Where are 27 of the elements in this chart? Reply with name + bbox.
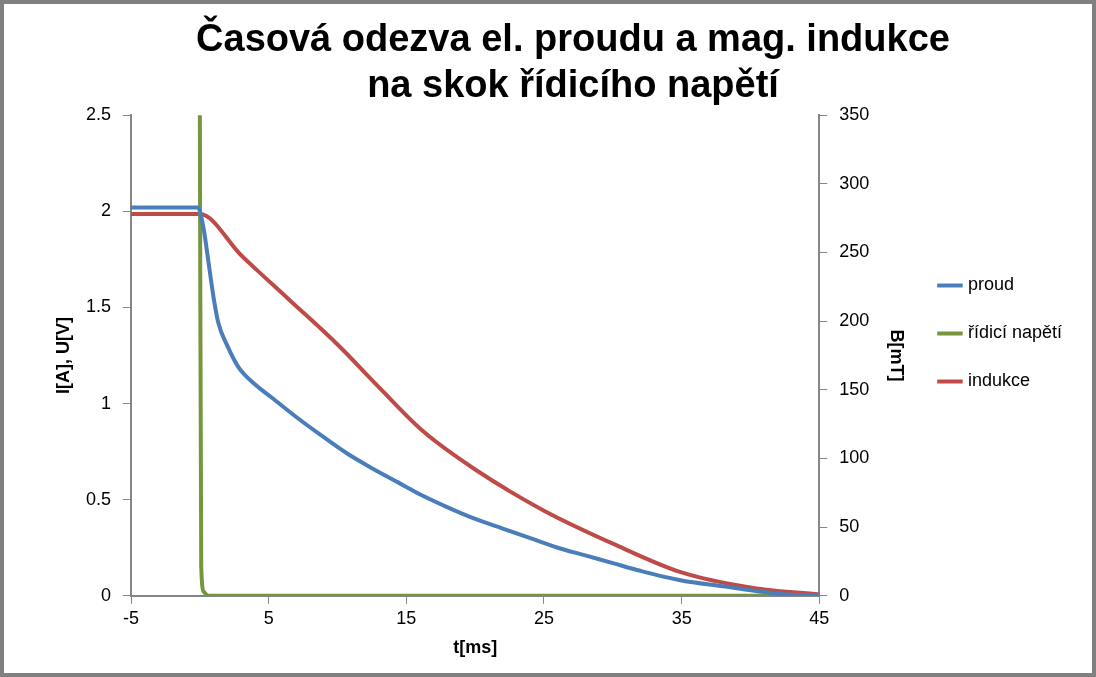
y2-tick-label: 200 bbox=[839, 310, 870, 331]
y2-axis-title: B[mT] bbox=[887, 329, 908, 382]
y2-tick-label: 350 bbox=[839, 104, 870, 125]
y2-tick-label: 0 bbox=[839, 584, 850, 605]
y2-tick-label: 300 bbox=[839, 172, 870, 193]
x-tick-label: 35 bbox=[671, 607, 692, 628]
chart-title: Časová odezva el. proudu a mag. indukce na skok řídicího napětí bbox=[196, 15, 950, 105]
y-tick-label: 2.5 bbox=[85, 104, 112, 125]
x-tick-label: 15 bbox=[396, 607, 417, 628]
y-tick-label: 2 bbox=[101, 200, 112, 221]
y-axis-title: I[A], U[V] bbox=[52, 317, 73, 394]
y-tick-label: 1.5 bbox=[85, 296, 112, 317]
legend-label: indukce bbox=[967, 370, 1030, 391]
y-tick-label: 0.5 bbox=[85, 488, 112, 509]
y-tick-label: 1 bbox=[101, 392, 112, 413]
x-tick-label: 25 bbox=[533, 607, 555, 628]
x-tick-label: 45 bbox=[809, 607, 830, 628]
x-tick-label: 5 bbox=[263, 607, 274, 628]
y2-tick-label: 50 bbox=[839, 516, 860, 537]
y2-tick-label: 100 bbox=[839, 447, 870, 468]
legend-label: řídicí napětí bbox=[967, 322, 1063, 343]
y2-tick-label: 250 bbox=[839, 241, 870, 262]
legend-label: proud bbox=[967, 274, 1014, 295]
y2-tick-label: 150 bbox=[839, 378, 870, 399]
x-tick-label: -5 bbox=[123, 607, 140, 628]
y-tick-label: 0 bbox=[101, 584, 112, 605]
x-axis-title: t[ms] bbox=[453, 637, 498, 658]
